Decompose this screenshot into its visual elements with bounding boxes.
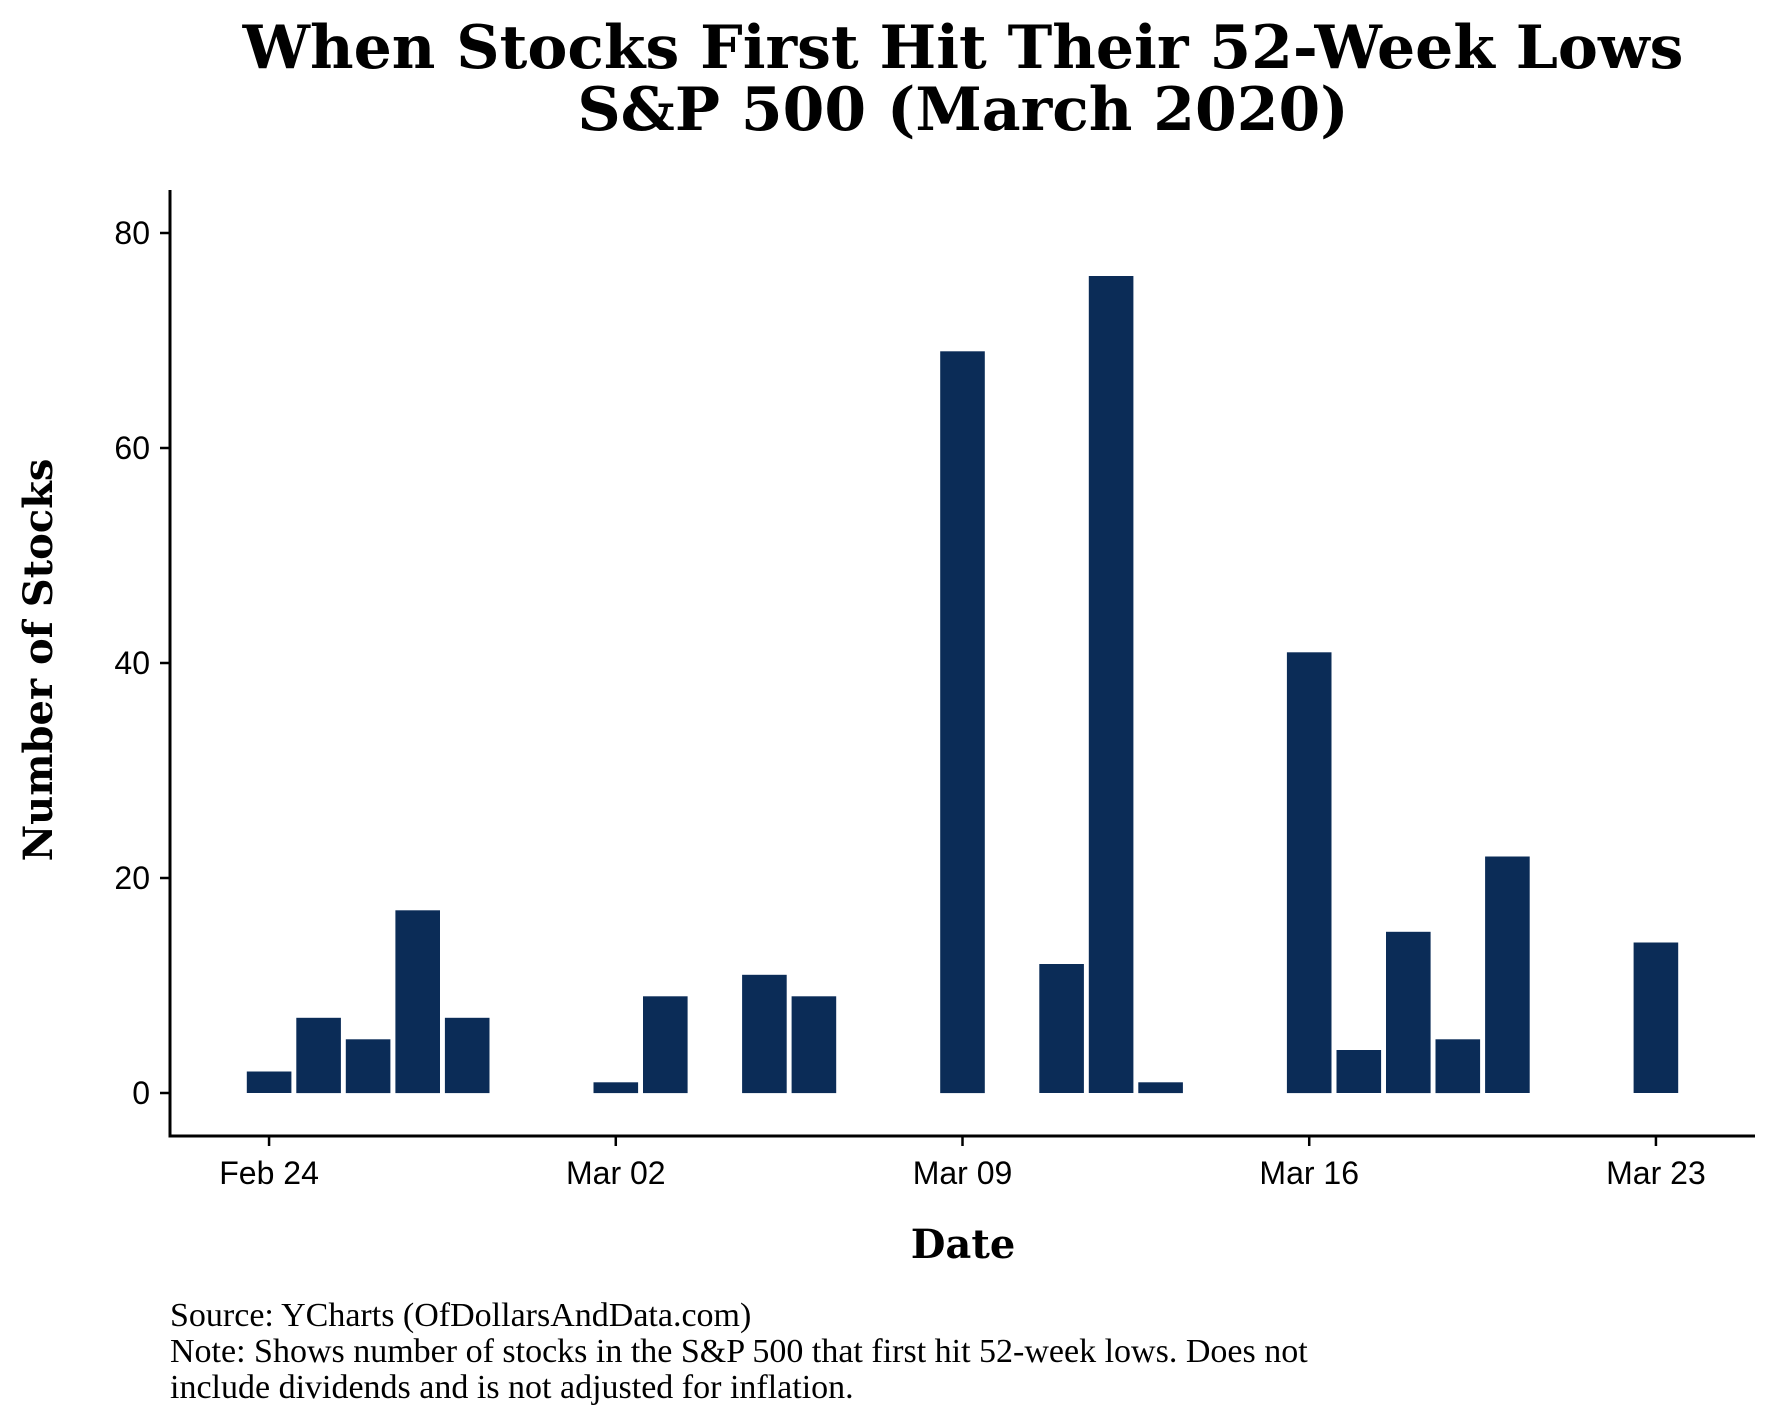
bar [444,1017,490,1094]
chart-title: When Stocks First Hit Their 52-Week Lows [242,13,1684,83]
bar [1088,276,1134,1093]
bar [1633,942,1679,1093]
bar [1336,1050,1382,1093]
bar [643,996,688,1094]
bar [1435,1039,1481,1094]
x-axis-title: Date [911,1221,1016,1268]
y-axis-title: Number of Stocks [15,459,62,862]
bar [1138,1082,1183,1094]
bar [593,1082,639,1094]
bar [296,1017,341,1094]
bar [1485,856,1530,1093]
y-tick-label: 80 [114,215,150,251]
ticks-group: 0 20 40 60 80 Feb 24 Mar 02 Mar 09 Mar 16 Mar 23 [114,215,1705,1191]
bar [1286,652,1332,1094]
x-tick-label: Mar 16 [1259,1155,1359,1191]
bar [395,910,440,1094]
caption-note-line1: Note: Shows number of stocks in the S&P … [170,1333,1308,1370]
bar [1386,931,1431,1094]
caption-note-line2: include dividends and is not adjusted fo… [170,1369,854,1406]
bar [742,974,787,1094]
x-tick-label: Mar 09 [913,1155,1013,1191]
y-tick-label: 0 [132,1075,150,1111]
bars-group [246,276,1679,1094]
bar [345,1039,391,1094]
x-tick-label: Mar 23 [1606,1155,1706,1191]
y-tick-label: 40 [114,645,150,681]
bar [940,351,985,1094]
x-tick-label: Mar 02 [566,1155,666,1191]
caption-source: Source: YCharts (OfDollarsAndData.com) [170,1297,751,1334]
bar [1039,964,1084,1093]
bar [791,996,837,1094]
y-tick-label: 20 [114,860,150,896]
bar [246,1071,292,1093]
x-tick-label: Feb 24 [219,1155,319,1191]
y-tick-label: 60 [114,430,150,466]
chart-subtitle: S&P 500 (March 2020) [577,75,1348,145]
